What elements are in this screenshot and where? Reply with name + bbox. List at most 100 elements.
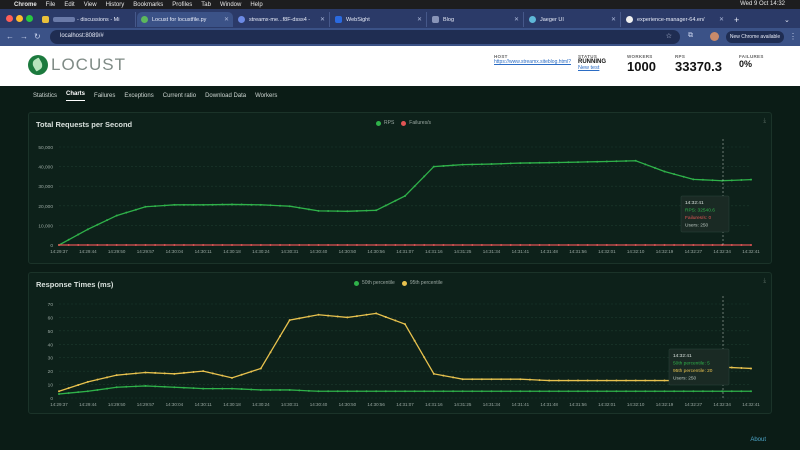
url-input[interactable]: localhost:8089/# ☆ (50, 30, 680, 44)
close-tab-icon[interactable]: ✕ (718, 17, 724, 23)
series-point-1 (644, 244, 647, 246)
series-point-0 (317, 209, 320, 212)
zoom-window-button[interactable] (26, 15, 33, 22)
series-point-0 (250, 203, 253, 206)
series-point-1 (192, 244, 195, 246)
menu-file[interactable]: File (45, 1, 56, 8)
tab-jaeger[interactable]: Jaeger UI ✕ (525, 12, 621, 27)
menu-help[interactable]: Help (250, 1, 263, 8)
bookmark-star-icon[interactable]: ☆ (665, 33, 672, 40)
x-tick-label: 14:32:41 (742, 249, 760, 254)
tab-exceptions[interactable]: Exceptions (124, 93, 154, 99)
series-point-0 (442, 390, 445, 393)
x-tick-label: 14:31:25 (454, 249, 472, 254)
close-tab-icon[interactable]: ✕ (513, 17, 519, 23)
x-tick-label: 14:30:40 (310, 249, 328, 254)
tab-failures[interactable]: Failures (94, 93, 116, 99)
legend-failures-dot[interactable] (401, 120, 407, 126)
tab-label: WebSight (346, 16, 370, 23)
series-point-0 (625, 159, 628, 162)
close-tab-icon[interactable]: ✕ (416, 17, 422, 23)
series-point-0 (288, 388, 291, 391)
series-point-0 (605, 390, 608, 393)
legend-p50-dot[interactable] (354, 280, 359, 286)
menu-tab[interactable]: Tab (201, 1, 211, 8)
menu-bookmarks[interactable]: Bookmarks (133, 1, 164, 8)
close-window-button[interactable] (6, 15, 13, 22)
series-point-1 (125, 244, 128, 246)
about-link[interactable]: About (750, 437, 766, 443)
legend-rps-dot[interactable] (376, 120, 381, 126)
series-point-1 (490, 378, 493, 381)
menu-history[interactable]: History (105, 1, 125, 8)
menu-clock: Wed 9 Oct 14:32 (740, 1, 785, 7)
series-point-0 (519, 162, 522, 165)
series-point-1 (750, 367, 752, 370)
series-point-1 (307, 244, 310, 246)
series-point-0 (663, 170, 666, 173)
tab-experience-manager[interactable]: experience-manager-64.en/ ✕ (622, 12, 728, 27)
series-point-1 (509, 244, 512, 246)
series-point-0 (394, 390, 397, 393)
series-point-1 (586, 244, 589, 246)
series-point-0 (740, 390, 743, 393)
github-favicon-icon (626, 16, 633, 23)
host-link[interactable]: https://www.streamx.siteblog.html? (494, 59, 571, 65)
series-point-1 (586, 379, 589, 382)
series-point-0 (67, 392, 70, 395)
tab-streamx[interactable]: streamx-me...f8F-dsss4 - ✕ (234, 12, 330, 27)
tab-statistics[interactable]: Statistics (33, 93, 58, 99)
series-point-1 (442, 244, 445, 246)
series-point-0 (154, 205, 157, 208)
back-arrow-icon[interactable]: ← (6, 32, 14, 41)
tab-discussions[interactable]: - discussions - Mi (38, 12, 136, 27)
tab-search-chevron-icon[interactable]: ⌄ (784, 16, 790, 24)
menu-view[interactable]: View (83, 1, 97, 8)
series-point-0 (77, 233, 80, 236)
tab-charts[interactable]: Charts (66, 91, 86, 101)
series-point-1 (173, 372, 176, 375)
more-menu-icon[interactable]: ⋮ (789, 32, 797, 41)
legend-p95-dot[interactable] (401, 280, 407, 286)
series-point-1 (231, 376, 233, 379)
series-point-0 (211, 387, 214, 390)
menu-edit[interactable]: Edit (64, 1, 75, 8)
series-point-1 (279, 335, 282, 338)
series-point-1 (163, 244, 166, 246)
minimize-window-button[interactable] (16, 15, 23, 22)
close-tab-icon[interactable]: ✕ (610, 17, 616, 23)
extensions-icon[interactable]: ⧉ (688, 32, 693, 39)
menu-window[interactable]: Window (219, 1, 242, 8)
series-point-1 (365, 244, 368, 246)
profile-avatar[interactable] (710, 32, 719, 41)
locust-leaf-icon (28, 55, 48, 75)
series-point-0 (298, 206, 301, 209)
close-tab-icon[interactable]: ✕ (223, 17, 229, 23)
reload-icon[interactable]: ↻ (34, 32, 41, 41)
series-point-0 (163, 385, 166, 388)
series-point-0 (577, 390, 579, 393)
chrome-update-button[interactable]: New Chrome available (726, 31, 784, 43)
download-icon[interactable]: ⤓ (763, 278, 766, 284)
x-tick-label: 14:30:04 (166, 402, 184, 407)
menu-app-name[interactable]: Chrome (14, 1, 37, 8)
series-point-1 (471, 378, 474, 381)
series-point-1 (423, 244, 426, 246)
tab-workers[interactable]: Workers (255, 93, 278, 99)
series-point-1 (653, 379, 656, 382)
tab-blog[interactable]: Blog ✕ (428, 12, 524, 27)
x-tick-label: 14:30:50 (339, 249, 357, 254)
x-tick-label: 14:31:07 (396, 402, 414, 407)
tab-download-data[interactable]: Download Data (205, 93, 247, 99)
menu-profiles[interactable]: Profiles (172, 1, 193, 8)
new-tab-button[interactable]: + (734, 14, 740, 25)
new-test-link[interactable]: New test (578, 65, 600, 71)
download-icon[interactable]: ⤓ (763, 118, 766, 124)
close-tab-icon[interactable]: ✕ (319, 17, 325, 23)
tab-locust[interactable]: Locust for locustfile.py ✕ (137, 12, 233, 27)
series-point-0 (528, 161, 531, 164)
tab-websight[interactable]: WebSight ✕ (331, 12, 427, 27)
tab-current-ratio[interactable]: Current ratio (162, 93, 197, 99)
forward-arrow-icon[interactable]: → (20, 32, 28, 41)
series-point-0 (384, 204, 387, 207)
